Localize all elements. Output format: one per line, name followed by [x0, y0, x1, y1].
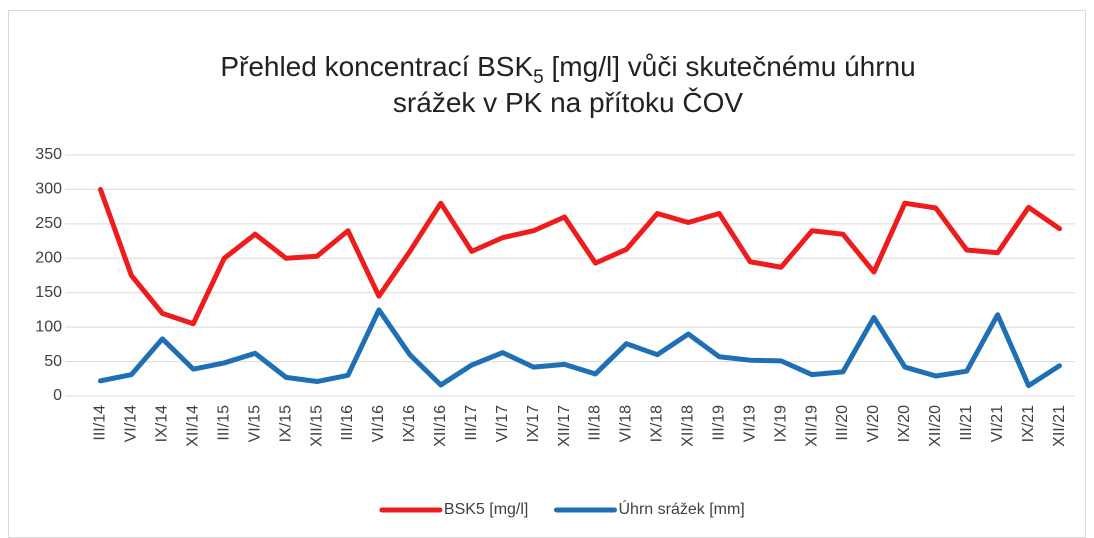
series-line	[97, 186, 1063, 327]
y-tick-label: 0	[53, 387, 62, 404]
x-tick-label: III/15	[215, 405, 232, 441]
title-text: Přehled koncentrací BSK	[220, 51, 533, 82]
x-tick-label: III/16	[339, 405, 356, 441]
x-tick-label: IX/17	[525, 405, 542, 442]
x-tick-label: III/17	[463, 405, 480, 441]
x-tick-label: IX/18	[649, 405, 666, 442]
title-subscript: 5	[533, 67, 544, 88]
x-tick-label: XII/16	[432, 405, 449, 447]
x-tick-label: VI/16	[370, 405, 387, 442]
series-line	[97, 307, 1063, 389]
x-tick-label: IX/15	[277, 405, 294, 442]
y-tick-label: 100	[35, 318, 62, 335]
x-tick-label: IX/19	[772, 405, 789, 442]
x-tick-label: VI/15	[246, 405, 263, 442]
x-tick-label: XII/14	[185, 405, 202, 447]
x-tick-label: III/21	[958, 405, 975, 441]
x-tick-label: IX/21	[1020, 405, 1037, 442]
x-tick-label: VI/21	[989, 405, 1006, 442]
y-tick-label: 50	[44, 353, 62, 370]
y-tick-label: 300	[35, 181, 62, 198]
chart-frame	[8, 10, 1086, 538]
legend-label: Úhrn srážek [mm]	[619, 499, 745, 518]
x-tick-label: III/18	[587, 405, 604, 441]
x-tick-label: IX/20	[896, 405, 913, 442]
x-tick-label: VI/14	[123, 405, 140, 442]
y-tick-label: 150	[35, 284, 62, 301]
x-tick-label: VI/17	[494, 405, 511, 442]
x-tick-label: XII/17	[556, 405, 573, 447]
chart-title-line1: Přehled koncentrací BSK5 [mg/l] vůči sku…	[220, 51, 915, 88]
legend-label: BSK5 [mg/l]	[444, 501, 528, 518]
x-tick-label: III/14	[92, 405, 109, 441]
x-tick-label: III/20	[834, 405, 851, 441]
x-tick-label: VI/18	[618, 405, 635, 442]
x-tick-label: III/19	[710, 405, 727, 441]
x-tick-label: IX/14	[154, 405, 171, 442]
x-tick-label: XII/21	[1051, 405, 1068, 447]
chart-title-line2: srážek v PK na přítoku ČOV	[393, 87, 743, 118]
y-tick-label: 250	[35, 215, 62, 232]
x-tick-label: IX/16	[401, 405, 418, 442]
x-tick-label: VI/19	[741, 405, 758, 442]
title-text: [mg/l] vůči skutečnému úhrnu	[544, 51, 916, 82]
x-tick-label: VI/20	[865, 405, 882, 442]
x-tick-label: XII/15	[308, 405, 325, 447]
x-tick-label: XII/20	[927, 405, 944, 447]
x-tick-label: XII/19	[803, 405, 820, 447]
x-tick-label: XII/18	[680, 405, 697, 447]
y-tick-label: 350	[35, 146, 62, 163]
y-tick-label: 200	[35, 250, 62, 267]
